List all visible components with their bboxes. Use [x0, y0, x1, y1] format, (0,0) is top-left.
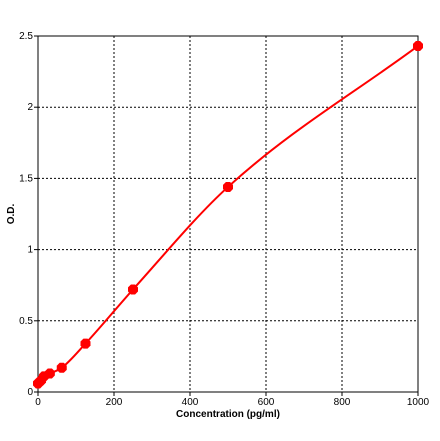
data-point: [413, 40, 423, 51]
x-tick-label: 0: [35, 397, 41, 408]
x-tick-label: 200: [106, 397, 123, 408]
x-tick-label: 400: [182, 397, 199, 408]
y-tick-label: 1: [27, 245, 33, 256]
x-tick-label: 600: [258, 397, 275, 408]
x-tick-label: 800: [334, 397, 351, 408]
y-tick-label: 2: [27, 102, 33, 113]
y-tick-label: 0.5: [19, 316, 33, 327]
data-point: [128, 284, 138, 295]
plot-area-frame: [37, 35, 419, 393]
data-point: [80, 338, 91, 349]
x-axis: 0 200 400 600 800 1000: [35, 392, 430, 408]
y-tick-label: 1.5: [19, 173, 33, 184]
x-tick-label: 1000: [407, 397, 430, 408]
grid-lines: [38, 36, 418, 392]
y-axis: 0 0.5 1 1.5 2 2.5: [19, 31, 38, 398]
data-point: [223, 181, 233, 192]
data-point: [44, 368, 55, 379]
data-points: [33, 40, 423, 389]
y-tick-label: 2.5: [19, 31, 33, 42]
x-axis-title: Concentration (pg/ml): [176, 409, 280, 420]
data-point: [56, 362, 67, 373]
y-axis-title: O.D.: [6, 204, 17, 225]
y-tick-label: 0: [27, 387, 33, 398]
